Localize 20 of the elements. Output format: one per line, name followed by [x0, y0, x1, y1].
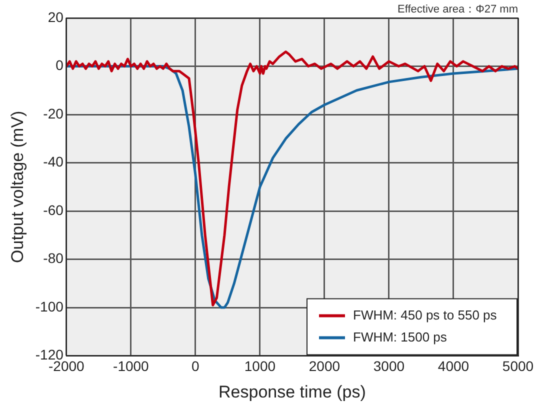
y-tick-label: -100 — [35, 298, 64, 314]
x-axis-title: Response time (ps) — [218, 382, 366, 402]
y-tick-label: 0 — [56, 57, 64, 74]
y-tick-label: -40 — [43, 154, 64, 170]
text: Effective area：Φ27 mm — [398, 4, 518, 16]
x-tick-label: 0 — [192, 358, 200, 374]
legend-label: FWHM: 1500 ps — [353, 329, 448, 344]
x-tick-label: 2000 — [308, 358, 340, 374]
y-axis-title: Output voltage (mV) — [8, 110, 27, 263]
x-tick-label: 4000 — [438, 358, 470, 374]
x-tick-label: 5000 — [502, 358, 534, 374]
y-tick-label: 20 — [48, 8, 64, 25]
y-tick-label: -80 — [43, 250, 64, 266]
x-tick-label: -2000 — [48, 358, 85, 374]
x-tick-label: 1000 — [244, 358, 276, 374]
x-tick-label: -1000 — [113, 358, 150, 374]
x-tick-label: 3000 — [373, 358, 405, 374]
y-tick-label: -20 — [43, 105, 64, 122]
legend-label: FWHM: 450 ps to 550 ps — [353, 307, 498, 322]
y-tick-label: -60 — [43, 202, 64, 218]
